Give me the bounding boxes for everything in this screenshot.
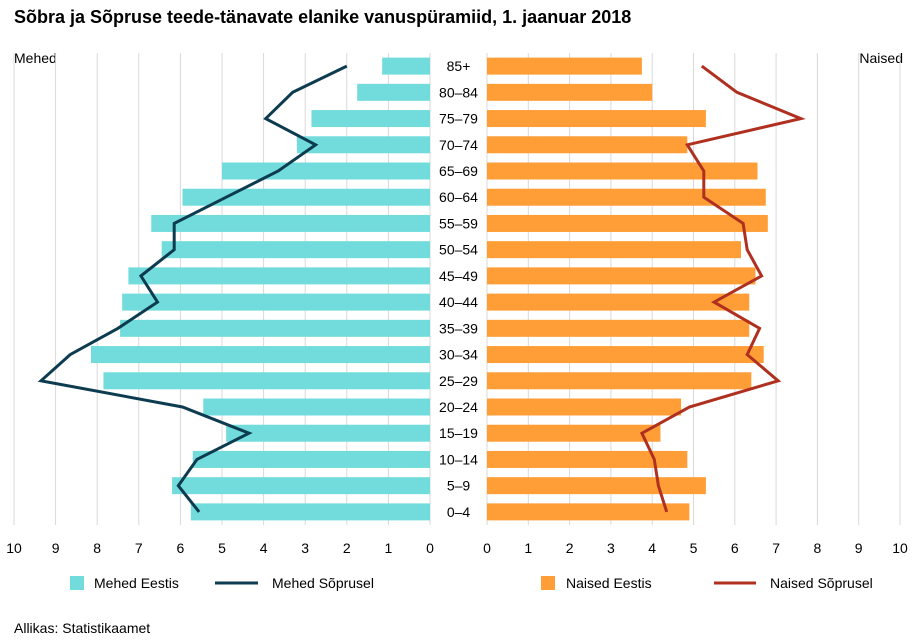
women-tick-label: 6 (731, 540, 739, 556)
men-side-label: Mehed (14, 50, 57, 66)
age-group-label: 25–29 (439, 373, 478, 389)
men-soprusel-line (37, 64, 348, 513)
grid-right (486, 53, 901, 525)
men-bar (222, 162, 430, 180)
age-group-label: 55–59 (439, 215, 478, 231)
men-tick-label: 10 (6, 540, 22, 556)
men-bar (203, 398, 430, 416)
men-bar (192, 450, 430, 468)
men-bar (120, 319, 430, 337)
women-bar (487, 398, 682, 416)
men-bars (90, 57, 431, 521)
women-tick-label: 8 (814, 540, 822, 556)
men-bar (172, 477, 430, 495)
men-bar (128, 267, 430, 285)
women-axis-ticks: 0 1 2 3 4 5 6 7 8 9 10 (483, 540, 908, 556)
chart-title: Sõbra ja Sõpruse teede-tänavate elanike … (14, 7, 632, 27)
age-group-label: 20–24 (439, 399, 478, 415)
women-bar (487, 477, 706, 495)
women-bar (487, 424, 661, 442)
women-tick-label: 7 (772, 540, 780, 556)
men-bar (103, 372, 430, 390)
men-tick-label: 7 (135, 540, 143, 556)
men-tick-label: 8 (93, 540, 101, 556)
men-tick-label: 2 (343, 540, 351, 556)
women-tick-label: 10 (892, 540, 908, 556)
legend-men-soprusel-label: Mehed Sõprusel (272, 575, 374, 591)
women-bar (487, 162, 758, 180)
women-tick-label: 5 (690, 540, 698, 556)
men-tick-label: 5 (218, 540, 226, 556)
legend: Mehed Eestis Mehed Sõprusel Naised Eestis N… (70, 575, 873, 591)
women-tick-label: 2 (566, 540, 574, 556)
age-group-label: 10–14 (439, 451, 478, 467)
women-tick-label: 9 (855, 540, 863, 556)
women-tick-label: 3 (607, 540, 615, 556)
age-group-label: 45–49 (439, 268, 478, 284)
men-bar (182, 188, 430, 206)
grid-left (13, 53, 431, 525)
men-tick-label: 9 (52, 540, 60, 556)
women-soprusel-line (639, 64, 806, 513)
population-pyramid-chart: 85+80–8475–7970–7465–6960–6455–5950–5445… (6, 53, 908, 591)
age-group-label: 30–34 (439, 347, 478, 363)
men-bar (151, 214, 430, 232)
legend-men-eestis-label: Mehed Eestis (94, 575, 179, 591)
legend-women-eestis-label: Naised Eestis (566, 575, 652, 591)
women-bar (487, 110, 706, 128)
men-bar (90, 346, 431, 364)
men-tick-label: 0 (426, 540, 434, 556)
women-bar (487, 83, 653, 101)
women-bar (487, 503, 690, 521)
women-bar (487, 293, 750, 311)
men-bar (311, 110, 430, 128)
men-bar (296, 136, 430, 154)
age-labels: 85+ 80–84 75–79 70–74 65–69 60–64 55–59 50–54 45… (439, 58, 478, 520)
men-axis-ticks: 0 1 2 3 4 5 6 7 8 9 10 (6, 540, 434, 556)
age-group-label: 5–9 (447, 478, 471, 494)
age-group-label: 40–44 (439, 294, 478, 310)
age-group-label: 15–19 (439, 425, 478, 441)
women-bar (487, 214, 768, 232)
women-bar (487, 267, 756, 285)
women-bars (487, 57, 768, 521)
legend-men-eestis-swatch (70, 576, 84, 590)
women-bar (487, 346, 764, 364)
men-tick-label: 1 (385, 540, 393, 556)
age-group-label: 50–54 (439, 242, 478, 258)
men-bar (122, 293, 430, 311)
age-group-label: 60–64 (439, 189, 478, 205)
age-group-label: 85+ (447, 58, 471, 74)
women-tick-label: 1 (524, 540, 532, 556)
age-group-label: 35–39 (439, 320, 478, 336)
women-bar (487, 136, 688, 154)
women-side-label: Naised (859, 50, 903, 66)
women-bar (487, 241, 741, 259)
age-group-label: 75–79 (439, 111, 478, 127)
women-bar (487, 372, 752, 390)
women-bar (487, 57, 642, 75)
men-tick-label: 6 (177, 540, 185, 556)
men-bar (226, 424, 430, 442)
men-tick-label: 3 (301, 540, 309, 556)
men-bar (382, 57, 430, 75)
age-group-label: 70–74 (439, 137, 478, 153)
women-bar (487, 450, 688, 468)
men-tick-label: 4 (260, 540, 268, 556)
women-tick-label: 4 (648, 540, 656, 556)
age-group-label: 0–4 (447, 504, 471, 520)
age-group-label: 80–84 (439, 84, 478, 100)
men-bar (190, 503, 430, 521)
women-bar (487, 188, 766, 206)
legend-women-eestis-swatch (541, 576, 555, 590)
men-bar (357, 83, 430, 101)
women-tick-label: 0 (483, 540, 491, 556)
men-bar (161, 241, 430, 259)
series-lines (37, 64, 806, 513)
age-group-label: 65–69 (439, 163, 478, 179)
legend-women-soprusel-label: Naised Sõprusel (770, 575, 873, 591)
women-bar (487, 319, 750, 337)
source-note: Allikas: Statistikaamet (14, 620, 151, 636)
